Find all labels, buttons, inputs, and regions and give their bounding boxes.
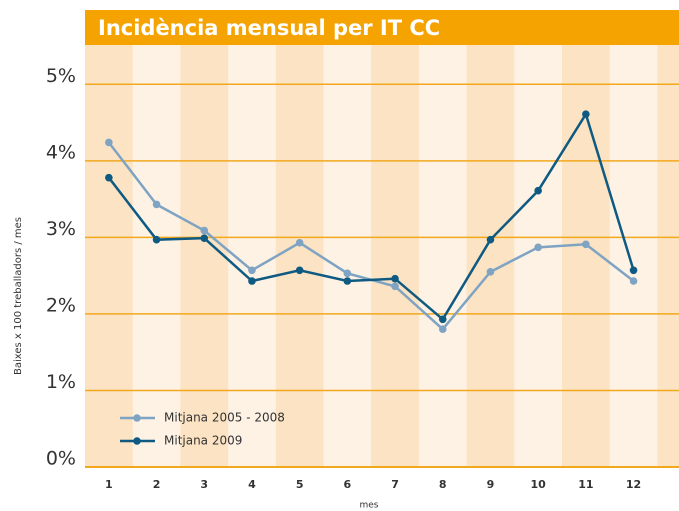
x-tick-label: 10 — [530, 478, 546, 491]
point — [152, 235, 161, 244]
x-tick-label: 2 — [153, 478, 161, 491]
point — [438, 315, 447, 324]
x-axis-label: mes — [360, 501, 379, 511]
point — [486, 268, 495, 276]
x-tick-label: 7 — [391, 478, 399, 491]
y-tick-label: 5% — [46, 65, 76, 87]
point — [152, 200, 161, 209]
series-line — [107, 111, 635, 322]
y-tick-label: 2% — [46, 294, 76, 316]
x-tick-label: 9 — [487, 478, 495, 491]
x-tick-label: 8 — [439, 478, 447, 491]
point — [200, 234, 209, 242]
point — [200, 226, 209, 235]
stripe — [466, 45, 515, 467]
y-tick-label: 0% — [46, 448, 76, 470]
x-tick-label: 6 — [344, 478, 352, 491]
point — [295, 238, 304, 247]
point — [534, 243, 542, 252]
stripe — [180, 45, 229, 467]
point — [105, 173, 113, 182]
x-tick-label: 5 — [296, 478, 304, 491]
x-tick-label: 1 — [105, 478, 113, 491]
x-tick-label: 11 — [578, 478, 593, 491]
point — [438, 325, 447, 334]
legend-label: Mitjana 2005 - 2008 — [164, 411, 285, 425]
y-tick-label: 1% — [46, 371, 76, 393]
point — [582, 110, 590, 118]
point — [343, 269, 352, 278]
stripe — [85, 45, 133, 467]
legend-label: Mitjana 2009 — [164, 434, 242, 448]
point — [248, 277, 256, 285]
x-tick-label: 4 — [248, 478, 256, 491]
y-tick-label: 4% — [46, 141, 76, 163]
legend-marker — [133, 437, 141, 445]
point — [534, 186, 542, 195]
point — [391, 282, 399, 291]
point — [105, 138, 113, 147]
stripe — [657, 45, 679, 467]
x-tick-label: 3 — [200, 478, 208, 491]
point — [486, 235, 495, 244]
stripe — [275, 45, 324, 467]
y-axis-label: Baixes x 100 treballadors / mes — [13, 217, 24, 375]
x-tick-label: 12 — [626, 478, 641, 491]
point — [248, 266, 256, 275]
legend-marker — [133, 414, 141, 422]
point — [629, 277, 638, 285]
y-tick-label: 3% — [46, 218, 76, 240]
chart-title: Incidència mensual per IT CC — [98, 16, 440, 40]
title-bar — [85, 10, 679, 45]
point — [391, 274, 399, 283]
point — [582, 240, 590, 249]
background — [85, 45, 679, 467]
stripe — [371, 45, 419, 467]
point — [343, 277, 352, 285]
point — [629, 266, 638, 275]
point — [295, 266, 304, 275]
